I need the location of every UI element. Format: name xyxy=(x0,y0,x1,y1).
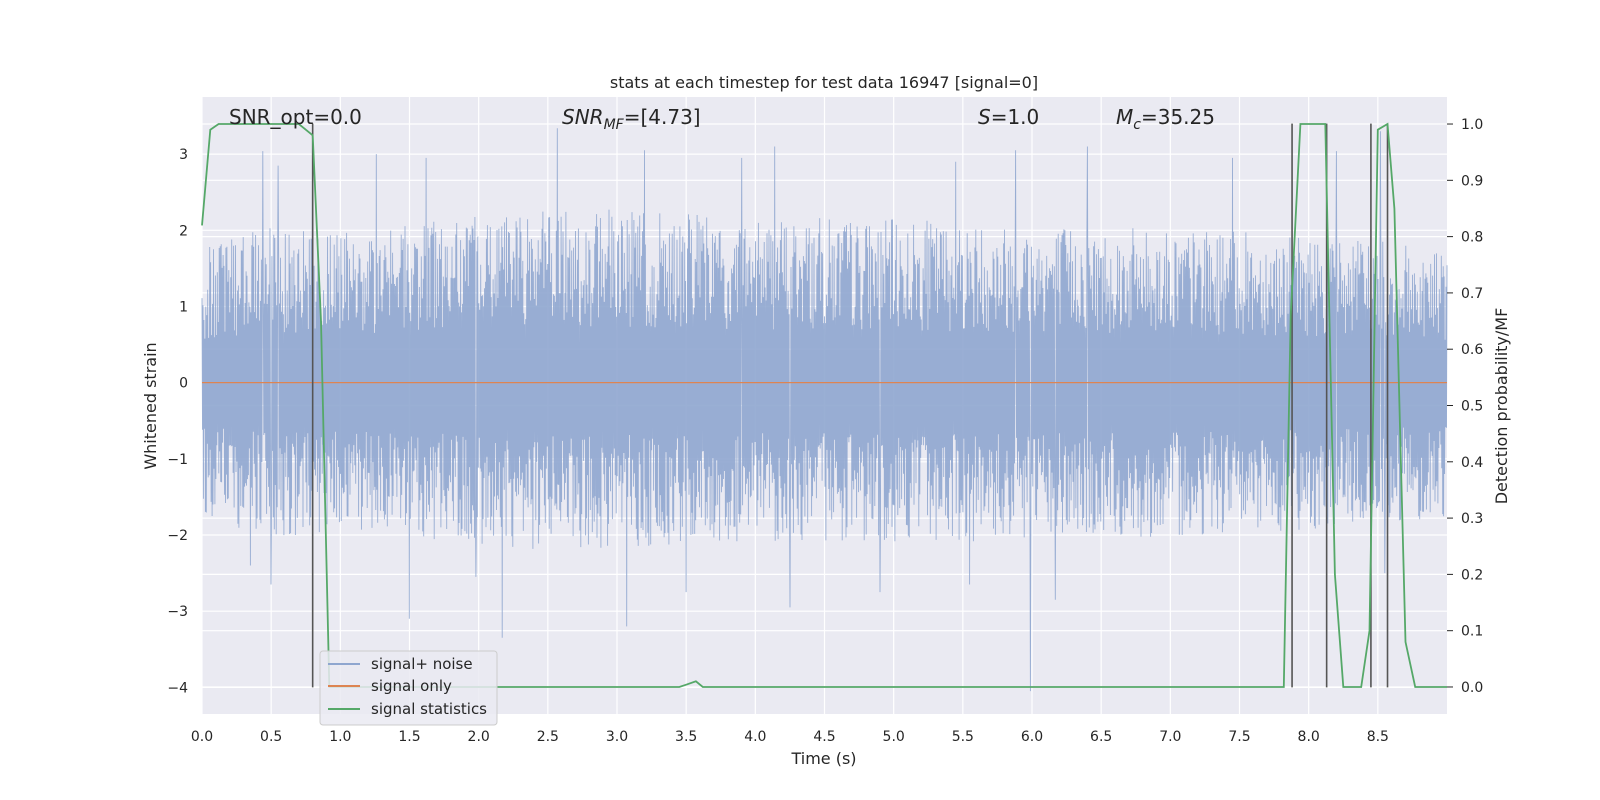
x-tick-label: 4.0 xyxy=(744,729,766,745)
x-tick-labels: 0.0 0.5 1.0 1.5 2.0 2.5 3.0 3.5 4.0 4.5 5.0 5.5 6.0 6… xyxy=(191,729,1389,745)
x-tick-label: 5.0 xyxy=(883,729,905,745)
legend-label-signal-noise: signal+ noise xyxy=(371,655,473,673)
mc-value: =35.25 xyxy=(1141,105,1215,129)
x-tick-label: 7.5 xyxy=(1228,729,1250,745)
y2-tick-label: 0.1 xyxy=(1461,624,1483,640)
y-axis-label: Whitened strain xyxy=(141,342,160,469)
x-tick-label: 2.5 xyxy=(537,729,559,745)
snr-mf-value: =[4.73] xyxy=(624,105,701,129)
y2-tick-label: 0.0 xyxy=(1461,680,1483,696)
y2-tick-label: 0.9 xyxy=(1461,173,1483,189)
x-tick-label: 1.0 xyxy=(329,729,351,745)
y-tick-label: −2 xyxy=(167,528,188,544)
x-tick-label: 5.5 xyxy=(952,729,974,745)
y-tick-label: −1 xyxy=(167,452,188,468)
x-tick-label: 0.0 xyxy=(191,729,213,745)
y-tick-label: 0 xyxy=(179,376,188,392)
legend-label-signal-statistics: signal statistics xyxy=(371,700,487,718)
legend-label-signal-only: signal only xyxy=(371,677,452,695)
annotation-snr-mf: SNRMF=[4.73] xyxy=(562,105,701,133)
x-tick-label: 7.0 xyxy=(1159,729,1181,745)
x-tick-label: 2.0 xyxy=(468,729,490,745)
x-tick-label: 3.0 xyxy=(606,729,628,745)
annotation-s: S=1.0 xyxy=(978,105,1039,129)
legend: signal+ noise signal only signal statist… xyxy=(319,650,498,726)
x-tick-label: 3.5 xyxy=(675,729,697,745)
legend-box xyxy=(319,650,498,726)
x-tick-label: 6.5 xyxy=(1090,729,1112,745)
x-tick-label: 4.5 xyxy=(813,729,835,745)
y-tick-label: 3 xyxy=(179,147,188,163)
y2-tick-labels: 1.0 0.9 0.8 0.7 0.6 0.5 0.4 0.3 0.2 0.1 0.0 xyxy=(1447,117,1483,696)
y-tick-label: 1 xyxy=(179,299,188,315)
signal-statistics-series xyxy=(201,122,1447,688)
x-tick-label: 1.5 xyxy=(398,729,420,745)
x-tick-label: 8.0 xyxy=(1298,729,1320,745)
s-symbol: S xyxy=(978,105,991,129)
y-tick-label: −4 xyxy=(167,680,188,696)
y2-tick-label: 0.7 xyxy=(1461,286,1483,302)
y2-tick-label: 0.8 xyxy=(1461,230,1483,246)
annotation-mc: Mc=35.25 xyxy=(1116,105,1215,133)
s-value: =1.0 xyxy=(991,105,1040,129)
y2-tick-label: 0.5 xyxy=(1461,399,1483,415)
chart-title: stats at each timestep for test data 169… xyxy=(610,73,1038,92)
x-tick-label: 0.5 xyxy=(260,729,282,745)
y-tick-label: 2 xyxy=(179,223,188,239)
y2-tick-label: 0.2 xyxy=(1461,567,1483,583)
y-tick-label: −3 xyxy=(167,604,188,620)
x-tick-label: 8.5 xyxy=(1367,729,1389,745)
snr-mf-symbol: SNR xyxy=(562,105,604,129)
annotation-snr-opt: SNR_opt=0.0 xyxy=(229,105,362,129)
mc-subscript: c xyxy=(1133,117,1141,133)
x-tick-label: 6.0 xyxy=(1021,729,1043,745)
mc-symbol: M xyxy=(1116,105,1133,129)
y2-axis-label: Detection probability/MF xyxy=(1492,308,1511,505)
signal-statistics-line xyxy=(201,122,1447,688)
y2-tick-label: 1.0 xyxy=(1461,117,1483,133)
y-tick-labels: 3 2 1 0 −1 −2 −3 −4 xyxy=(167,147,188,696)
y2-tick-label: 0.3 xyxy=(1461,511,1483,527)
y2-tick-label: 0.4 xyxy=(1461,455,1483,471)
snr-mf-subscript: MF xyxy=(604,117,625,133)
signal-noise-line xyxy=(201,128,1448,692)
signal-noise-series xyxy=(201,128,1448,692)
y2-tick-label: 0.6 xyxy=(1461,342,1483,358)
x-axis-label: Time (s) xyxy=(790,749,856,768)
